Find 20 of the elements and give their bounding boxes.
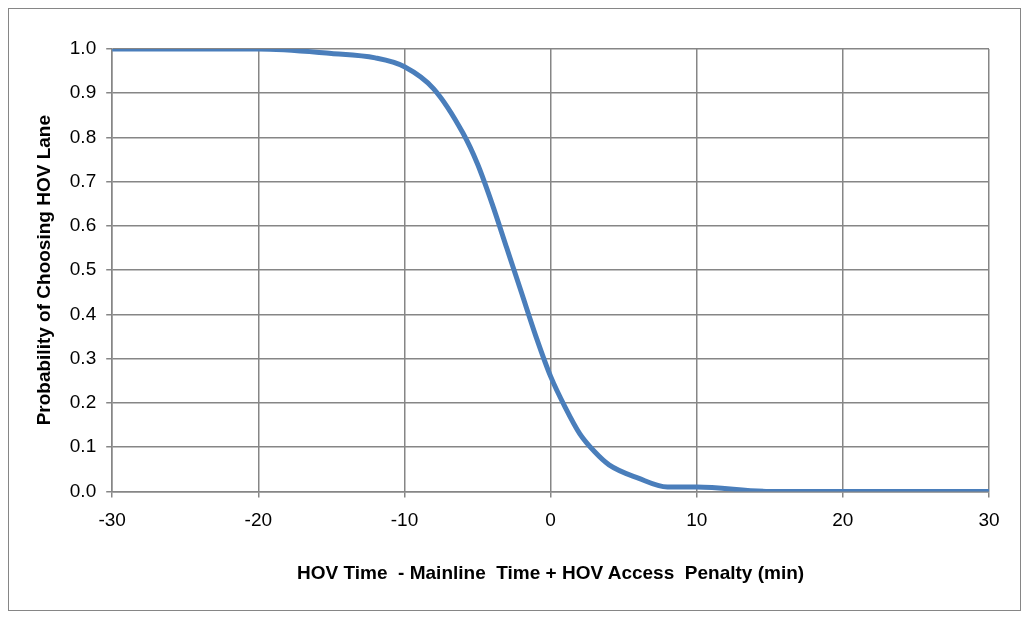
y-tick-label: 0.2 <box>69 391 97 413</box>
y-tick-label: 0.1 <box>69 435 97 457</box>
x-axis-title: HOV Time - Mainline Time + HOV Access Penalty (min) <box>297 561 805 583</box>
y-tick-label: 0.6 <box>69 214 97 236</box>
y-tick-label: 1.0 <box>69 37 97 59</box>
y-tick-label: 0.0 <box>69 479 97 501</box>
y-axis-title: Probability of Choosing HOV Lane <box>32 115 54 426</box>
x-tick-label: -20 <box>244 509 273 531</box>
x-tick-label: -10 <box>390 509 419 531</box>
y-tick-label: 0.9 <box>69 81 97 103</box>
y-tick-label: 0.3 <box>69 346 97 368</box>
y-tick-label: 0.4 <box>69 302 97 324</box>
x-tick-label: 20 <box>832 509 854 531</box>
x-tick-label: 0 <box>545 509 556 531</box>
x-tick-label: 10 <box>686 509 708 531</box>
x-tick-label: 30 <box>978 509 1000 531</box>
x-tick-label: -30 <box>98 509 126 531</box>
y-tick-label: 0.7 <box>69 169 97 191</box>
y-tick-label: 0.5 <box>69 258 97 280</box>
y-tick-label: 0.8 <box>69 125 97 147</box>
